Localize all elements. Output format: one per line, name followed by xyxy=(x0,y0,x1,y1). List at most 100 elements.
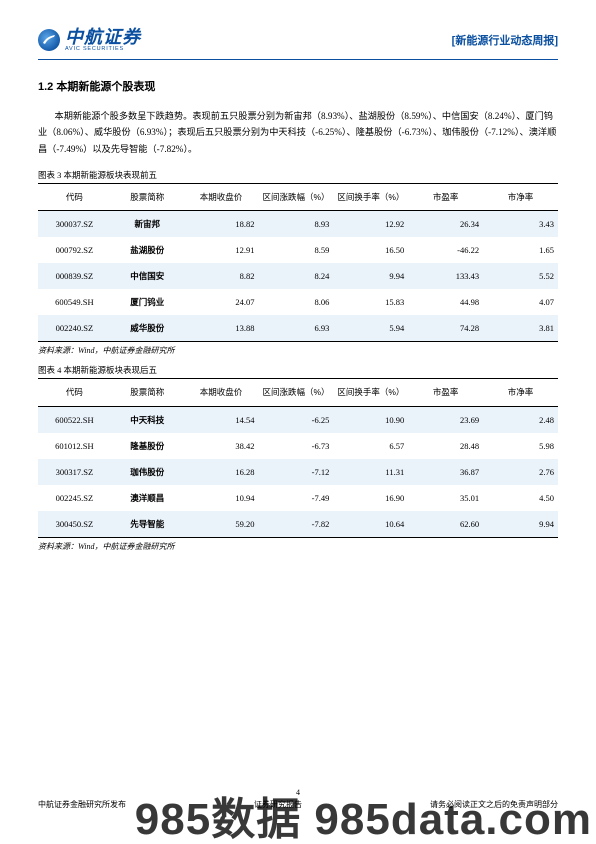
cell-pb: 5.52 xyxy=(483,263,558,289)
cell-turn: 5.94 xyxy=(333,315,408,342)
cell-pe: -46.22 xyxy=(408,237,483,263)
source-note-top: 资料来源：Wind，中航证券金融研究所 xyxy=(38,345,558,356)
table-row: 002245.SZ澳洋顺昌10.94-7.4916.9035.014.50 xyxy=(38,485,558,511)
table-row: 300037.SZ新宙邦18.828.9312.9226.343.43 xyxy=(38,211,558,238)
cell-chg: -6.73 xyxy=(258,433,333,459)
cell-pe: 35.01 xyxy=(408,485,483,511)
cell-turn: 16.50 xyxy=(333,237,408,263)
table-row: 300450.SZ先导智能59.20-7.8210.6462.609.94 xyxy=(38,511,558,538)
logo-text: 中航证券 AVIC SECURITIES xyxy=(65,28,141,53)
cell-code: 002245.SZ xyxy=(38,485,111,511)
cell-chg: -7.82 xyxy=(258,511,333,538)
col-code: 代码 xyxy=(38,379,111,406)
table-row: 601012.SH隆基股份38.42-6.736.5728.485.98 xyxy=(38,433,558,459)
bottom5-table: 代码 股票简称 本期收盘价 区间涨跌幅（%） 区间换手率（%） 市盈率 市净率 … xyxy=(38,378,558,537)
cell-turn: 11.31 xyxy=(333,459,408,485)
cell-turn: 15.83 xyxy=(333,289,408,315)
col-name: 股票简称 xyxy=(111,184,184,211)
col-turn: 区间换手率（%） xyxy=(333,184,408,211)
cell-close: 38.42 xyxy=(184,433,259,459)
cell-code: 601012.SH xyxy=(38,433,111,459)
cell-code: 002240.SZ xyxy=(38,315,111,342)
cell-code: 600549.SH xyxy=(38,289,111,315)
cell-turn: 9.94 xyxy=(333,263,408,289)
cell-chg: -7.49 xyxy=(258,485,333,511)
cell-code: 600522.SH xyxy=(38,406,111,433)
top5-table: 代码 股票简称 本期收盘价 区间涨跌幅（%） 区间换手率（%） 市盈率 市净率 … xyxy=(38,183,558,342)
cell-code: 300317.SZ xyxy=(38,459,111,485)
cell-pe: 28.48 xyxy=(408,433,483,459)
cell-name: 厦门钨业 xyxy=(111,289,184,315)
cell-pe: 36.87 xyxy=(408,459,483,485)
logo: 中航证券 AVIC SECURITIES xyxy=(38,28,141,53)
table-header-row: 代码 股票简称 本期收盘价 区间涨跌幅（%） 区间换手率（%） 市盈率 市净率 xyxy=(38,184,558,211)
col-pe: 市盈率 xyxy=(408,379,483,406)
cell-pb: 5.98 xyxy=(483,433,558,459)
cell-chg: -7.12 xyxy=(258,459,333,485)
cell-code: 300037.SZ xyxy=(38,211,111,238)
col-chg: 区间涨跌幅（%） xyxy=(258,379,333,406)
table-row: 600522.SH中天科技14.54-6.2510.9023.692.48 xyxy=(38,406,558,433)
cell-pe: 26.34 xyxy=(408,211,483,238)
report-tag: [新能源行业动态周报] xyxy=(452,32,558,48)
cell-close: 10.94 xyxy=(184,485,259,511)
cell-chg: 6.93 xyxy=(258,315,333,342)
table-row: 000792.SZ盐湖股份12.918.5916.50-46.221.65 xyxy=(38,237,558,263)
cell-pe: 44.98 xyxy=(408,289,483,315)
cell-pb: 9.94 xyxy=(483,511,558,538)
cell-code: 000792.SZ xyxy=(38,237,111,263)
col-close: 本期收盘价 xyxy=(184,184,259,211)
cell-pe: 74.28 xyxy=(408,315,483,342)
cell-close: 16.28 xyxy=(184,459,259,485)
table-header-row: 代码 股票简称 本期收盘价 区间涨跌幅（%） 区间换手率（%） 市盈率 市净率 xyxy=(38,379,558,406)
cell-turn: 10.64 xyxy=(333,511,408,538)
col-pb: 市净率 xyxy=(483,184,558,211)
cell-name: 澳洋顺昌 xyxy=(111,485,184,511)
cell-chg: 8.93 xyxy=(258,211,333,238)
cell-pe: 23.69 xyxy=(408,406,483,433)
cell-name: 先导智能 xyxy=(111,511,184,538)
table-row: 000839.SZ中信国安8.828.249.94133.435.52 xyxy=(38,263,558,289)
col-turn: 区间换手率（%） xyxy=(333,379,408,406)
source-note-bottom: 资料来源：Wind，中航证券金融研究所 xyxy=(38,541,558,552)
col-chg: 区间涨跌幅（%） xyxy=(258,184,333,211)
col-pb: 市净率 xyxy=(483,379,558,406)
col-name: 股票简称 xyxy=(111,379,184,406)
cell-name: 珈伟股份 xyxy=(111,459,184,485)
section-body: 本期新能源个股多数呈下跌趋势。表现前五只股票分别为新宙邦（8.93%）、盐湖股份… xyxy=(38,108,558,158)
cell-pb: 4.07 xyxy=(483,289,558,315)
cell-pb: 3.81 xyxy=(483,315,558,342)
cell-chg: 8.59 xyxy=(258,237,333,263)
cell-name: 盐湖股份 xyxy=(111,237,184,263)
section-title: 1.2 本期新能源个股表现 xyxy=(38,78,558,94)
table-row: 300317.SZ珈伟股份16.28-7.1211.3136.872.76 xyxy=(38,459,558,485)
cell-pe: 62.60 xyxy=(408,511,483,538)
cell-pe: 133.43 xyxy=(408,263,483,289)
cell-name: 隆基股份 xyxy=(111,433,184,459)
cell-name: 新宙邦 xyxy=(111,211,184,238)
cell-name: 威华股份 xyxy=(111,315,184,342)
cell-code: 300450.SZ xyxy=(38,511,111,538)
cell-code: 000839.SZ xyxy=(38,263,111,289)
cell-chg: 8.24 xyxy=(258,263,333,289)
cell-close: 13.88 xyxy=(184,315,259,342)
cell-pb: 2.48 xyxy=(483,406,558,433)
table-caption-bottom: 图表 4 本期新能源板块表现后五 xyxy=(38,364,558,376)
page-header: 中航证券 AVIC SECURITIES [新能源行业动态周报] xyxy=(38,28,558,60)
cell-close: 14.54 xyxy=(184,406,259,433)
cell-pb: 4.50 xyxy=(483,485,558,511)
col-close: 本期收盘价 xyxy=(184,379,259,406)
cell-turn: 12.92 xyxy=(333,211,408,238)
cell-turn: 6.57 xyxy=(333,433,408,459)
cell-close: 12.91 xyxy=(184,237,259,263)
cell-name: 中信国安 xyxy=(111,263,184,289)
cell-close: 59.20 xyxy=(184,511,259,538)
watermark: 985数据 985data.com xyxy=(135,798,592,842)
table-row: 600549.SH厦门钨业24.078.0615.8344.984.07 xyxy=(38,289,558,315)
table-caption-top: 图表 3 本期新能源板块表现前五 xyxy=(38,169,558,181)
cell-turn: 10.90 xyxy=(333,406,408,433)
cell-close: 8.82 xyxy=(184,263,259,289)
avic-logo-icon xyxy=(38,29,60,51)
logo-text-en: AVIC SECURITIES xyxy=(65,47,141,53)
cell-name: 中天科技 xyxy=(111,406,184,433)
